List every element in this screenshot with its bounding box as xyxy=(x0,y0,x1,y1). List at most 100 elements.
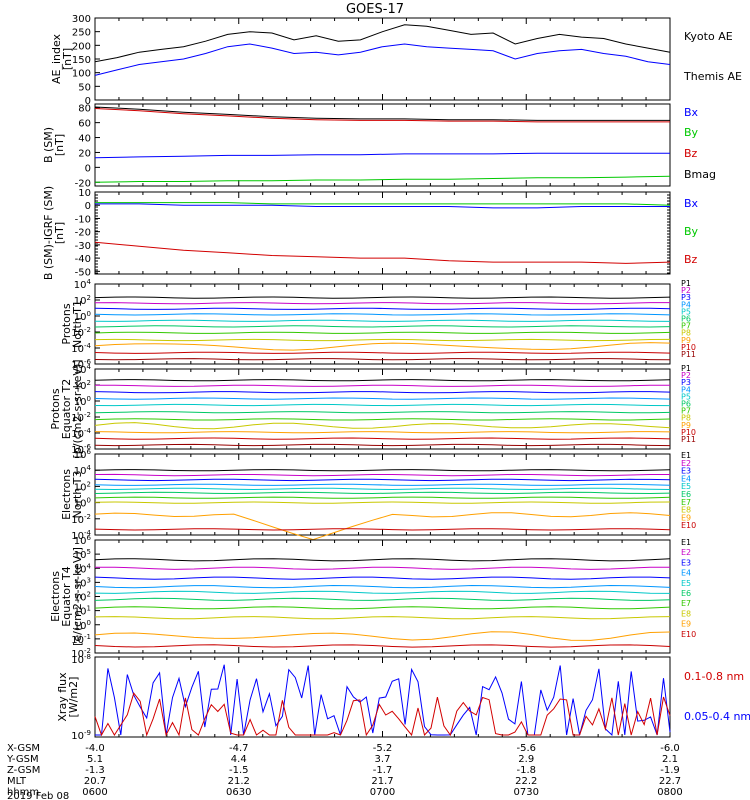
channel-line xyxy=(94,501,671,504)
channel-line xyxy=(94,558,671,562)
y-axis-label: B (SM) xyxy=(42,127,55,163)
y-axis-label: Equator T4 xyxy=(60,566,73,626)
legend-item: P7 xyxy=(681,407,691,416)
legend-item: P9 xyxy=(681,336,691,345)
y-axis-label: Protons xyxy=(60,303,73,344)
y-tick-label: 102 xyxy=(74,379,91,392)
y-tick-label: 101 xyxy=(74,605,91,618)
legend-item: E6 xyxy=(681,490,691,499)
channel-line xyxy=(94,391,671,394)
ephemeris-label: hhmm xyxy=(7,787,39,798)
legend-item: E8 xyxy=(681,609,691,618)
ephemeris-value: -1.7 xyxy=(373,765,393,776)
legend-item: P11 xyxy=(681,350,696,359)
legend-item: E6 xyxy=(681,589,691,598)
ephemeris-value: -1.5 xyxy=(229,765,249,776)
channel-line xyxy=(94,631,671,641)
ephemeris-value: 0700 xyxy=(370,787,395,798)
y-tick-label: -30 xyxy=(75,241,91,252)
date-label: 2019 Feb 08 xyxy=(7,791,69,800)
ephemeris-value: 21.2 xyxy=(228,776,250,787)
legend-item: P2 xyxy=(681,286,691,295)
y-tick-label: 10 xyxy=(78,188,91,199)
legend-item: P4 xyxy=(681,385,691,394)
y-tick-label: 104 xyxy=(74,278,92,291)
channel-line xyxy=(94,296,671,299)
channel-line xyxy=(94,379,671,382)
channel-line xyxy=(94,313,671,316)
legend-item: E3 xyxy=(681,467,691,476)
channel-line xyxy=(94,302,670,305)
ephemeris-value: 4.4 xyxy=(231,754,247,765)
y-tick-label: 104 xyxy=(74,562,92,575)
ephemeris-value: 0600 xyxy=(82,787,107,798)
series-line xyxy=(94,43,671,76)
legend-item: P9 xyxy=(681,421,691,430)
legend-item: Bmag xyxy=(684,168,716,181)
ephemeris-value: 21.7 xyxy=(371,776,393,787)
channel-line xyxy=(94,443,671,447)
y-axis-label: B (SM)-IGRF (SM) xyxy=(42,186,55,280)
legend-item: E10 xyxy=(681,521,696,530)
y-tick-label: 10-4 xyxy=(71,427,91,440)
channel-line xyxy=(94,418,671,421)
legend-item: E2 xyxy=(681,459,691,468)
y-tick-label: 102 xyxy=(74,591,91,604)
y-axis-label: [p/(cm2-s-sr-keV)] xyxy=(71,359,84,458)
ephemeris-value: -5.2 xyxy=(373,743,393,754)
ephemeris-value: 22.2 xyxy=(515,776,537,787)
channel-line xyxy=(94,437,671,440)
y-tick-label: 10-2 xyxy=(71,513,91,526)
y-tick-label: 250 xyxy=(72,28,91,39)
legend-item: 0.05-0.4 nm xyxy=(684,710,750,723)
legend-item: 0.1-0.8 nm xyxy=(684,670,744,683)
y-axis-label: [nT] xyxy=(53,222,66,244)
xray-panel xyxy=(94,656,671,738)
y-tick-label: 106 xyxy=(74,448,92,461)
channel-line xyxy=(94,528,671,531)
y-tick-label: 300 xyxy=(72,14,91,25)
channel-line xyxy=(94,351,671,354)
legend-item: E10 xyxy=(681,630,696,639)
channel-line xyxy=(94,331,671,334)
ephemeris-value: -6.0 xyxy=(660,743,680,754)
y-tick-label: -50 xyxy=(75,267,91,278)
y-axis-label: Electrons xyxy=(60,469,73,520)
channel-line xyxy=(94,431,671,434)
y-tick-label: 10-4 xyxy=(71,342,91,355)
legend-item: P6 xyxy=(681,315,691,324)
y-axis-label: Electrons xyxy=(49,571,62,622)
channel-line xyxy=(94,473,670,477)
legend-item: E8 xyxy=(681,506,691,515)
y-tick-label: 50 xyxy=(78,82,91,93)
series-line xyxy=(94,152,670,159)
ephemeris-value: 20.7 xyxy=(84,776,106,787)
y-tick-label: 103 xyxy=(74,576,91,589)
channel-line xyxy=(94,590,671,594)
legend-item: By xyxy=(684,225,699,238)
y-tick-label: 102 xyxy=(74,480,91,493)
series-line xyxy=(94,175,671,183)
y-tick-label: 10-1 xyxy=(71,633,91,646)
channel-line xyxy=(94,358,671,361)
y-tick-label: 60 xyxy=(78,119,91,130)
ephemeris-value: -1.9 xyxy=(660,765,680,776)
y-tick-label: 104 xyxy=(74,464,92,477)
legend-item: P4 xyxy=(681,300,691,309)
legend-item: P1 xyxy=(681,279,691,288)
channel-line xyxy=(94,496,671,499)
y-axis-label: [nT] xyxy=(53,134,66,156)
channel-line xyxy=(94,487,671,491)
channel-line xyxy=(94,644,671,648)
legend-item: P5 xyxy=(681,307,691,316)
protons-north-panel xyxy=(94,283,671,365)
channel-line xyxy=(94,397,671,400)
legend-item: By xyxy=(684,126,699,139)
series-line xyxy=(95,202,671,206)
electrons-north-panel xyxy=(94,453,671,536)
y-tick-label: -20 xyxy=(75,178,91,189)
series-line xyxy=(94,692,671,737)
ephemeris-value: 0800 xyxy=(657,787,682,798)
legend-item: P2 xyxy=(681,371,691,380)
